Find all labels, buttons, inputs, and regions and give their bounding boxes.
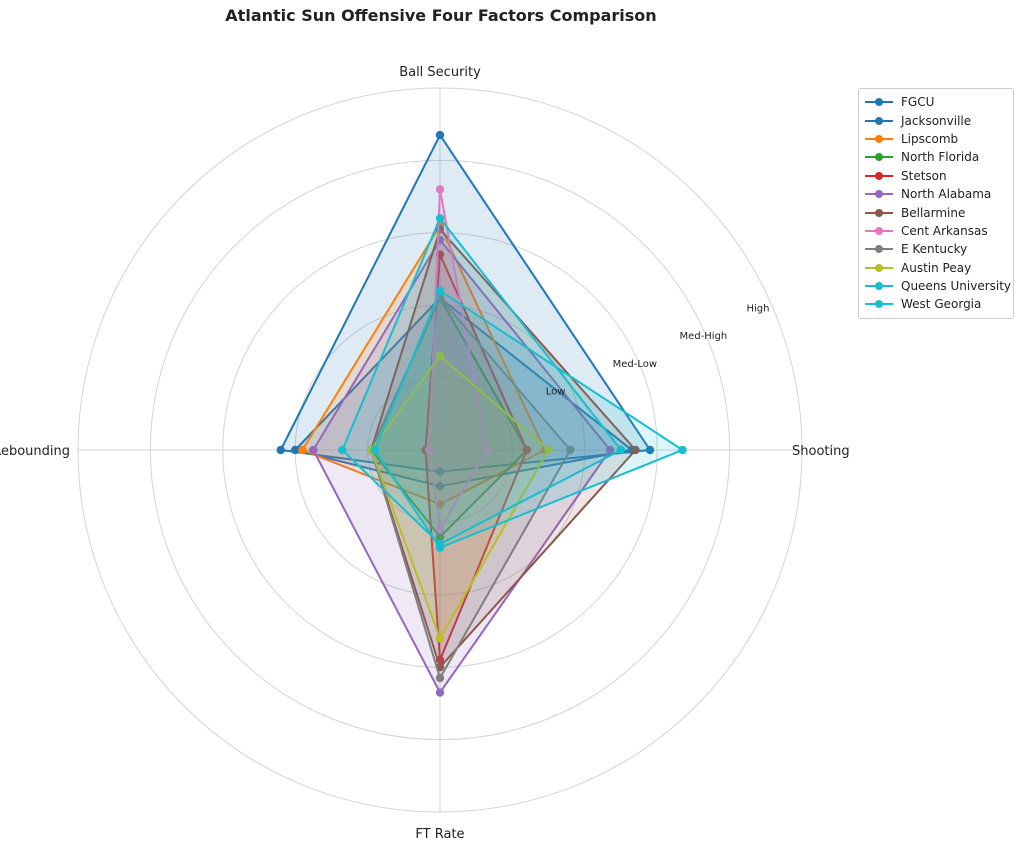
legend-swatch: [865, 298, 893, 310]
series-point: [435, 482, 445, 491]
legend-item: Cent Arkansas: [865, 222, 1013, 240]
legend-item: Jacksonville: [865, 111, 1013, 129]
series-point: [435, 286, 445, 295]
legend-item: Austin Peay: [865, 259, 1013, 277]
series-point: [424, 445, 434, 455]
legend-swatch: [865, 188, 893, 200]
series-fill: [371, 229, 636, 668]
ring-label: High: [746, 303, 769, 314]
label-layer: Ball Security Shooting FT Rate Off Reboundi…: [0, 65, 850, 842]
legend-swatch: [865, 133, 893, 145]
legend-label: Queens University: [901, 279, 1012, 294]
legend-item: North Alabama: [865, 185, 1013, 203]
legend-label: North Florida: [901, 150, 980, 165]
series-point: [616, 445, 626, 455]
series-point: [338, 445, 347, 455]
series-point: [435, 525, 445, 534]
legend-item: Queens University: [865, 277, 1013, 295]
legend-label: Cent Arkansas: [901, 223, 988, 238]
legend-swatch: [865, 280, 893, 292]
series-point: [482, 445, 492, 455]
legend-label: FGCU: [901, 95, 935, 110]
series-point: [435, 185, 445, 194]
legend-swatch: [865, 96, 893, 108]
series-fill: [429, 189, 488, 530]
series-fill: [371, 298, 527, 537]
legend-item: West Georgia: [865, 295, 1013, 313]
series-point: [631, 445, 640, 455]
legend-swatch: [865, 225, 893, 237]
axis-label: FT Rate: [415, 827, 464, 842]
series-point: [435, 543, 445, 552]
series-point: [435, 214, 445, 223]
axis-label: Off Rebounding: [0, 444, 70, 459]
legend-swatch: [865, 151, 893, 163]
series-point: [544, 445, 553, 455]
series-point: [291, 445, 300, 455]
series-point: [435, 351, 445, 361]
legend: FGCU Jacksonville Lipscomb North Florida Ste…: [858, 88, 1014, 319]
legend-label: Bellarmine: [901, 205, 966, 220]
series-point: [276, 445, 285, 455]
series-point: [435, 634, 445, 643]
series-fill: [371, 355, 549, 639]
legend-item: Lipscomb: [865, 130, 1013, 148]
series-point: [645, 445, 655, 455]
legend-label: Jacksonville: [901, 113, 972, 128]
series-fill: [280, 135, 650, 472]
series-fill: [425, 254, 527, 660]
legend-swatch: [865, 262, 893, 274]
legend-label: West Georgia: [901, 297, 982, 312]
legend-swatch: [865, 207, 893, 219]
series-fill: [374, 290, 683, 548]
series-point: [605, 445, 615, 455]
legend-label: Austin Peay: [901, 260, 972, 275]
legend-label: Stetson: [901, 168, 947, 183]
series-point: [435, 532, 445, 542]
series-point: [522, 445, 532, 455]
series-point: [435, 673, 445, 683]
series-point: [298, 445, 307, 455]
ring-label: Med-High: [680, 331, 728, 342]
legend-label: North Alabama: [901, 187, 992, 202]
legend-item: Bellarmine: [865, 203, 1013, 221]
legend-swatch: [865, 115, 893, 127]
legend-item: Stetson: [865, 167, 1013, 185]
series-point: [309, 445, 318, 455]
series-point: [435, 688, 445, 697]
series-fill: [342, 218, 621, 545]
series-layer: [276, 130, 687, 697]
ring-label: Low: [546, 387, 566, 398]
series-point: [566, 445, 575, 455]
legend-item: E Kentucky: [865, 240, 1013, 258]
legend-label: Lipscomb: [901, 131, 959, 146]
legend-swatch: [865, 170, 893, 182]
legend-swatch: [865, 243, 893, 255]
series-point: [435, 467, 445, 476]
chart-title: Atlantic Sun Offensive Four Factors Comp…: [225, 6, 657, 25]
series-point: [678, 445, 687, 455]
legend-label: E Kentucky: [901, 242, 968, 257]
series-point: [370, 445, 380, 455]
series-fill: [313, 240, 611, 693]
axis-label: Shooting: [792, 444, 850, 459]
legend-item: North Florida: [865, 148, 1013, 166]
series-point: [435, 500, 445, 509]
ring-label: Med-Low: [613, 359, 657, 370]
axis-label: Ball Security: [399, 65, 481, 80]
legend-item: FGCU: [865, 93, 1013, 111]
series-point: [435, 130, 445, 140]
